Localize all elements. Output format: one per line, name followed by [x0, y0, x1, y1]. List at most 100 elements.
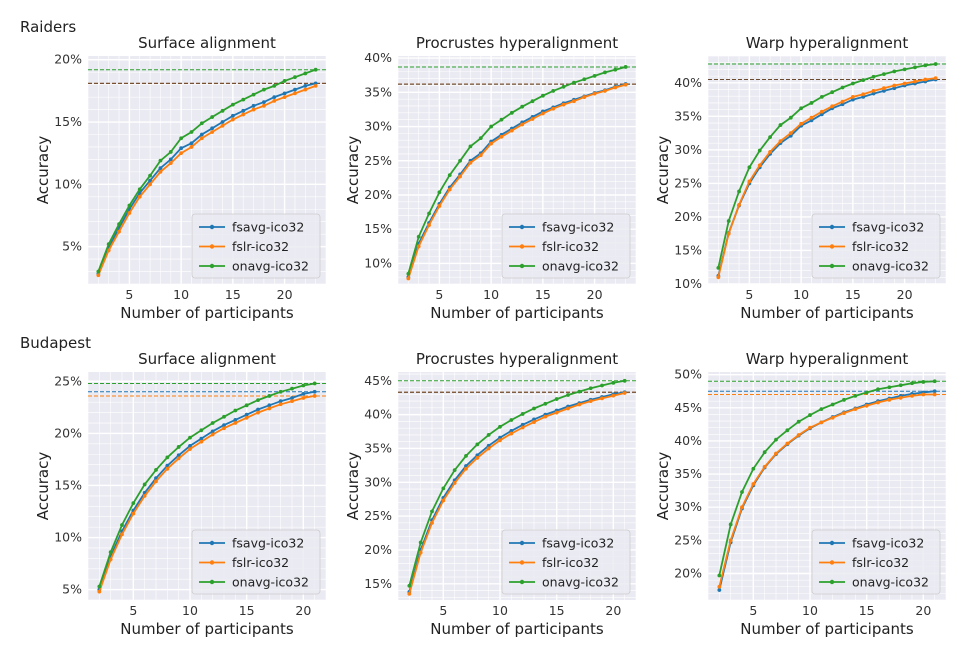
data-point — [452, 481, 457, 485]
x-tick-label: 5 — [125, 287, 133, 302]
data-point — [788, 115, 793, 120]
data-point — [871, 74, 876, 79]
data-point — [148, 182, 152, 187]
series-line-onavg-ico32 — [98, 382, 315, 587]
data-point — [464, 466, 468, 471]
y-tick-label: 20% — [674, 209, 702, 224]
data-point — [108, 550, 113, 555]
data-point — [582, 95, 587, 99]
legend-label: fsavg-ico32 — [542, 536, 614, 551]
x-axis-label: Number of participants — [120, 620, 294, 638]
data-point — [293, 75, 297, 80]
y-tick-label: 40% — [674, 75, 702, 90]
data-point — [850, 95, 855, 99]
data-point — [717, 588, 722, 592]
data-point — [830, 104, 835, 109]
data-point — [127, 211, 132, 215]
data-point — [189, 130, 194, 134]
data-point — [808, 425, 812, 430]
legend-label: fslr-ico32 — [542, 239, 599, 254]
data-point — [774, 451, 778, 456]
data-point — [437, 204, 442, 208]
data-point — [532, 420, 536, 424]
data-point — [199, 428, 204, 433]
data-point — [830, 90, 835, 95]
legend-marker — [519, 263, 525, 269]
series-markers-fslr-ico32 — [406, 82, 628, 281]
data-point — [762, 450, 767, 455]
data-point — [179, 146, 184, 151]
data-point — [96, 273, 101, 278]
y-tick-label: 20% — [364, 542, 392, 557]
x-tick-label: 5 — [435, 287, 443, 302]
data-point — [520, 122, 525, 127]
data-point — [313, 67, 318, 72]
data-point — [475, 442, 480, 447]
data-point — [303, 87, 308, 92]
data-point — [532, 417, 536, 422]
series-line-onavg-ico32 — [97, 68, 317, 272]
x-tick-label: 5 — [439, 603, 447, 618]
data-point — [861, 95, 866, 99]
data-point — [418, 550, 423, 555]
data-point — [861, 92, 866, 97]
data-point — [751, 466, 756, 471]
data-point — [910, 381, 914, 386]
data-point — [244, 403, 249, 408]
series-line-fslr-ico32 — [98, 395, 315, 592]
series-markers-fsavg-ico32 — [97, 389, 317, 592]
data-point — [933, 62, 938, 66]
legend-label: onavg-ico32 — [852, 259, 929, 274]
legend-marker — [209, 263, 215, 269]
data-point — [520, 425, 525, 430]
data-point — [737, 202, 741, 207]
data-point — [898, 395, 903, 400]
data-point — [148, 178, 152, 183]
data-point — [244, 412, 249, 417]
data-point — [282, 79, 287, 83]
legend: fsavg-ico32 fslr-ico32 onavg-ico32 — [811, 529, 941, 595]
data-point — [168, 157, 173, 162]
y-tick-label: 40% — [674, 433, 702, 448]
data-point — [876, 387, 880, 392]
data-point — [882, 88, 886, 93]
data-point — [158, 158, 163, 163]
data-point — [716, 275, 721, 280]
panel-title: Warp hyperalignment — [746, 350, 909, 368]
data-point — [747, 179, 752, 184]
data-point — [244, 415, 249, 420]
data-point — [716, 266, 721, 270]
data-point — [486, 446, 491, 451]
data-point — [407, 583, 412, 588]
y-tick-label: 15% — [364, 576, 392, 591]
data-point — [819, 95, 824, 99]
data-point — [301, 396, 306, 400]
y-tick-label: 35% — [364, 440, 392, 455]
x-axis-label: Number of participants — [430, 620, 604, 638]
data-point — [278, 402, 283, 407]
data-point — [532, 406, 536, 411]
panel-title: Procrustes hyperalignment — [416, 34, 618, 52]
y-tick-label: 35% — [674, 108, 702, 123]
data-point — [611, 380, 616, 385]
legend-marker — [829, 263, 835, 269]
series-line-fslr-ico32 — [717, 77, 936, 278]
data-point — [551, 89, 556, 93]
y-tick-label: 45% — [674, 400, 702, 415]
series-markers-onavg-ico32 — [406, 65, 628, 276]
x-tick-label: 10 — [483, 287, 499, 302]
legend-label: fslr-ico32 — [542, 555, 599, 570]
legend-marker — [519, 560, 525, 565]
data-point — [740, 505, 744, 510]
data-point — [441, 486, 446, 491]
data-point — [312, 381, 317, 386]
data-point — [165, 466, 170, 471]
legend-label: onavg-ico32 — [232, 575, 309, 590]
data-point — [117, 222, 121, 227]
data-point — [902, 67, 907, 72]
legend-label: onavg-ico32 — [852, 575, 929, 590]
data-point — [740, 490, 744, 494]
data-point — [910, 393, 914, 398]
y-axis-label: Accuracy — [34, 136, 52, 205]
